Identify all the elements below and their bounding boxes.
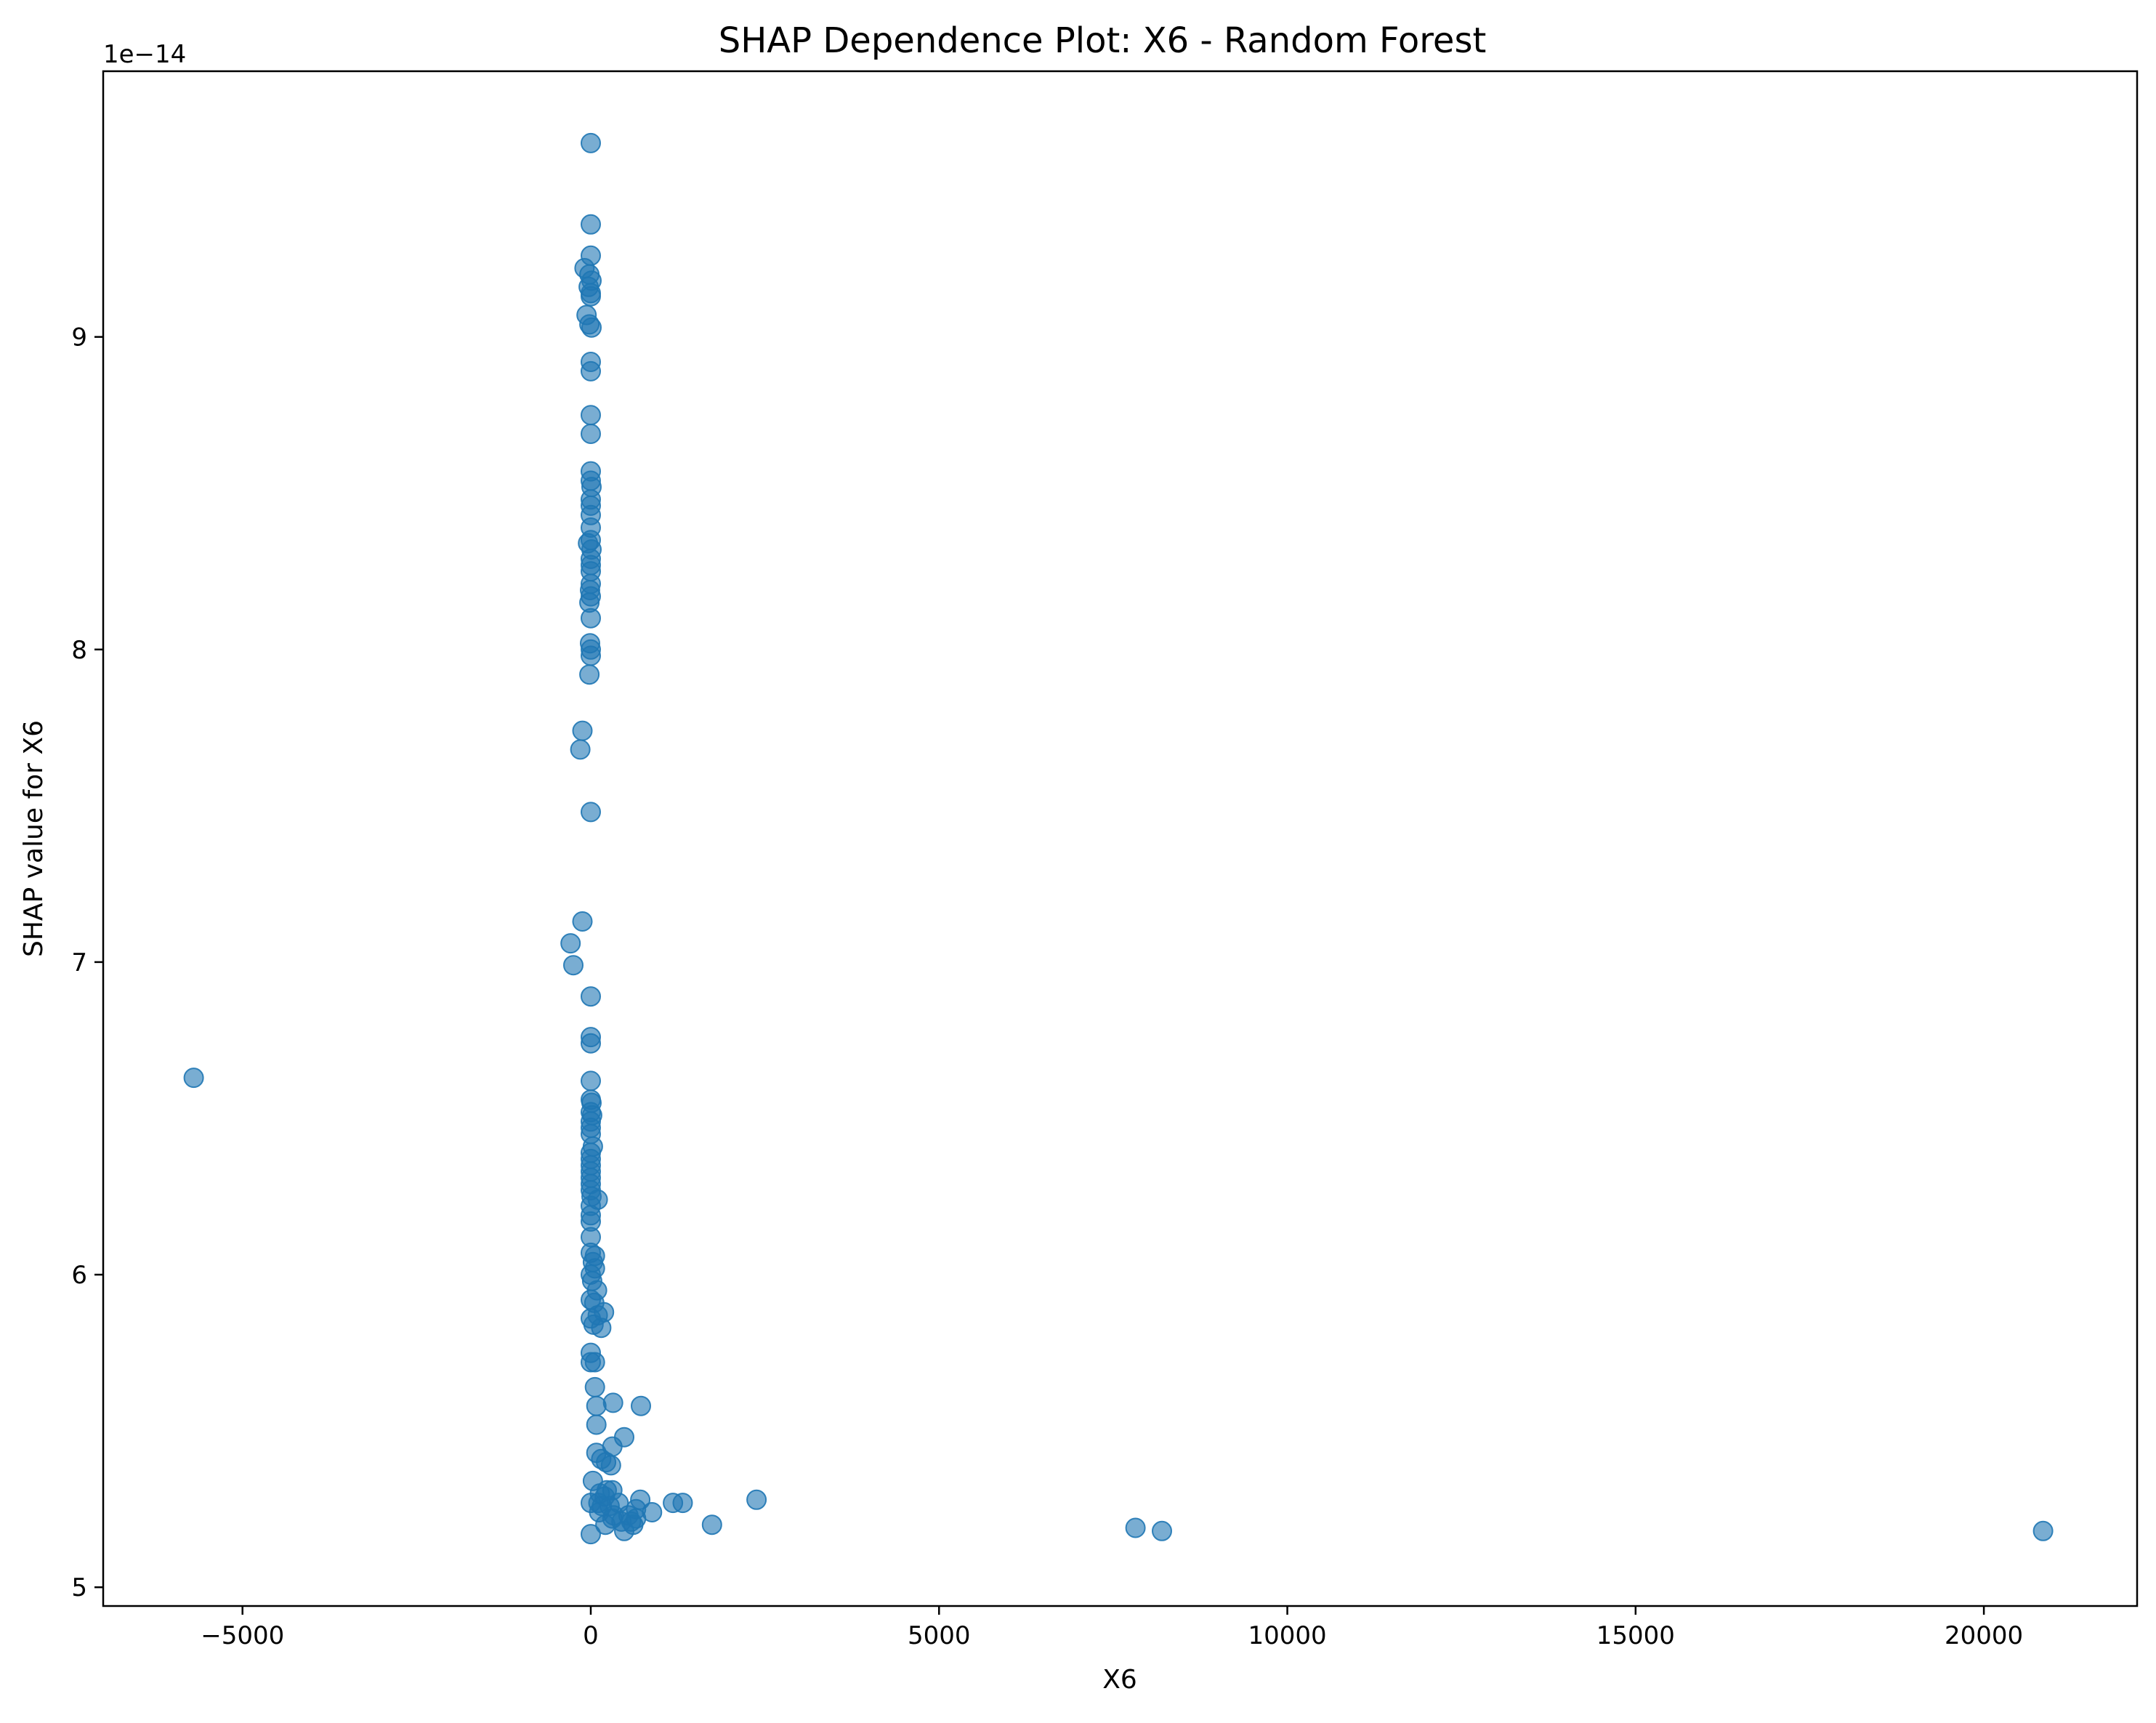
scatter-point [584, 1352, 605, 1373]
scatter-point [586, 1395, 607, 1416]
scatter-point [2032, 1520, 2054, 1541]
y-axis-ticks: 5 6 7 8 9 [71, 323, 103, 1602]
y-tick-label: 8 [71, 636, 87, 665]
x-tick-label: −5000 [201, 1621, 284, 1650]
scatter-point [581, 132, 601, 153]
scatter-point [579, 664, 600, 685]
scatter-point [581, 802, 601, 823]
scatter-point [563, 955, 584, 976]
y-tick-label: 5 [71, 1573, 87, 1602]
scatter-point [701, 1514, 722, 1536]
y-tick-label: 7 [71, 948, 87, 977]
scatter-point [1125, 1517, 1146, 1538]
scatter-point [570, 739, 591, 760]
scatter-point [572, 911, 593, 932]
scatter-point [595, 1514, 616, 1536]
chart-title: SHAP Dependence Plot: X6 - Random Forest [719, 20, 1487, 61]
scatter-point [631, 1395, 651, 1416]
scatter-point [600, 1455, 621, 1476]
y-tick-label: 9 [71, 323, 87, 352]
y-axis-offset-label: 1e−14 [103, 40, 186, 69]
scatter-point [584, 1376, 605, 1397]
x-axis-label: X6 [1102, 1665, 1137, 1695]
scatter-point [581, 286, 601, 307]
y-axis-label: SHAP value for X6 [19, 720, 49, 957]
scatter-point [746, 1489, 767, 1510]
x-tick-label: 10000 [1248, 1621, 1326, 1650]
scatter-point [581, 1524, 601, 1545]
scatter-point [581, 214, 601, 235]
scatter-point [581, 1070, 601, 1091]
scatter-point [591, 1318, 612, 1339]
x-tick-label: 20000 [1945, 1621, 2023, 1650]
scatter-point [572, 720, 593, 741]
x-tick-label: 0 [583, 1621, 599, 1650]
scatter-point [581, 645, 601, 666]
scatter-point [672, 1493, 693, 1514]
scatter-point [581, 608, 601, 629]
scatter-point [581, 1033, 601, 1054]
scatter-point [560, 933, 581, 954]
x-tick-label: 5000 [908, 1621, 971, 1650]
plot-area-frame [102, 70, 2139, 1607]
scatter-point [1152, 1520, 1172, 1541]
scatter-point [183, 1068, 204, 1089]
scatter-point [614, 1520, 634, 1541]
x-tick-label: 15000 [1596, 1621, 1675, 1650]
scatter-point [581, 360, 601, 382]
scatter-point [581, 317, 602, 338]
scatter-point [602, 1392, 623, 1413]
scatter-point [586, 1414, 607, 1435]
y-tick-label: 6 [71, 1261, 87, 1290]
scatter-point [581, 405, 601, 426]
scatter-points [183, 132, 2054, 1545]
x-axis-ticks: −5000 0 5000 10000 15000 20000 [201, 1606, 2023, 1650]
scatter-point [581, 986, 601, 1007]
scatter-point [581, 424, 601, 444]
